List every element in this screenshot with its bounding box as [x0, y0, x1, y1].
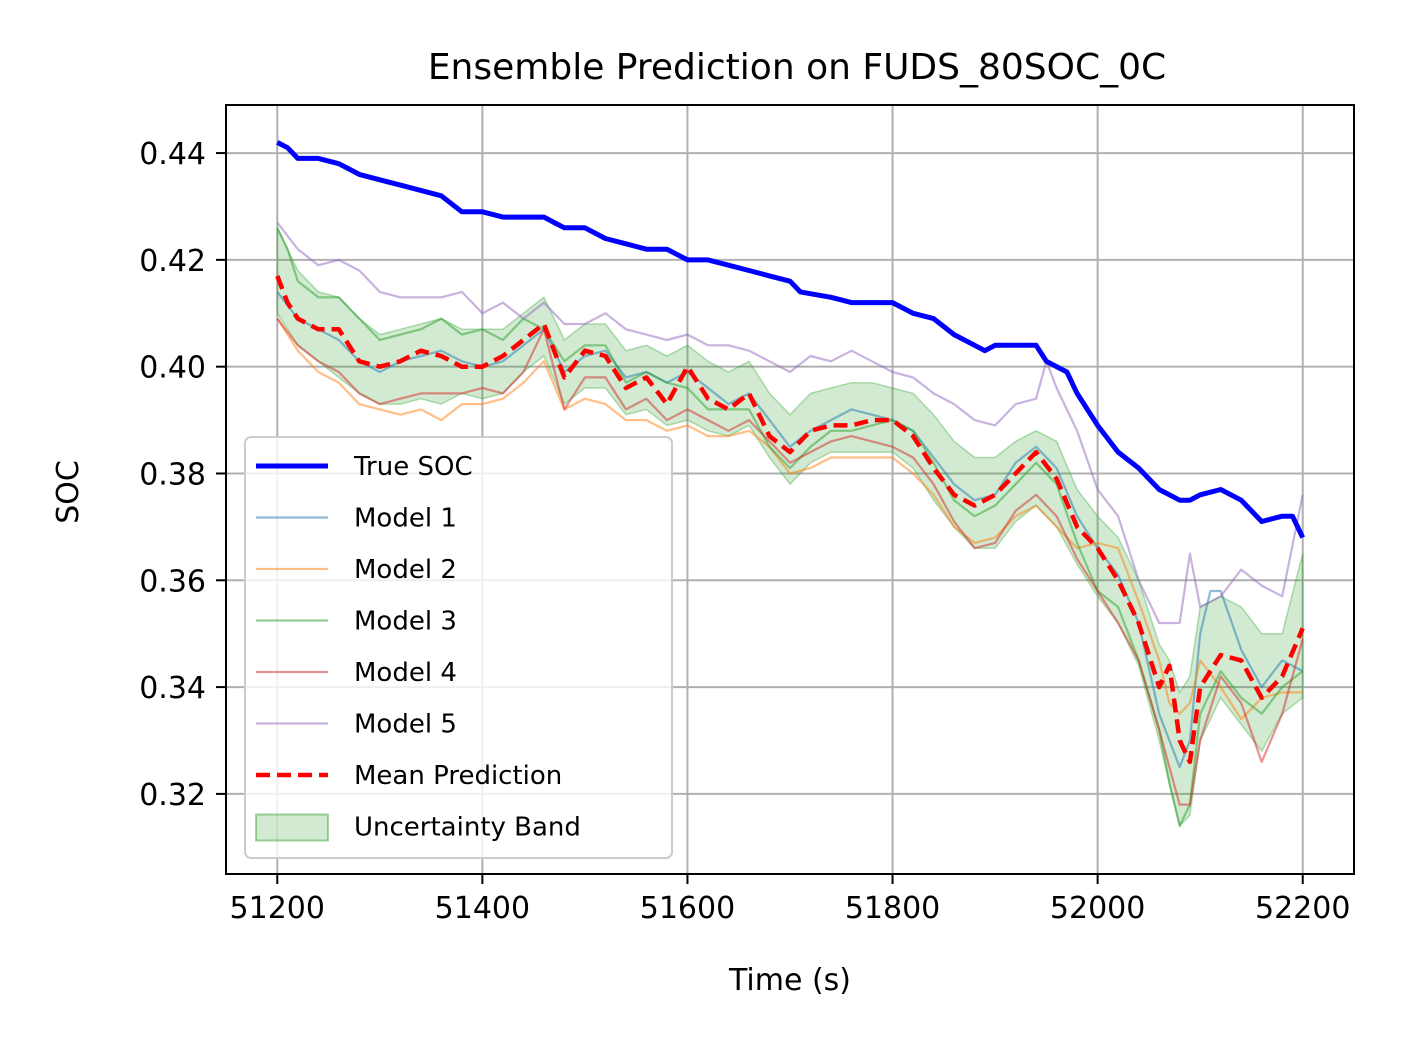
x-tick-label: 52000 — [1050, 891, 1145, 926]
series-line-mean-prediction — [275, 275, 1305, 765]
legend-label-model-2: Model 2 — [354, 555, 457, 585]
legend-label-model-5: Model 5 — [354, 710, 457, 740]
y-tick-label: 0.36 — [139, 564, 206, 599]
x-tick-label: 51200 — [230, 891, 325, 926]
y-tick-label: 0.44 — [139, 137, 206, 172]
x-axis-ticks: 51200 51400 51600 51800 52000 52200 — [230, 874, 1350, 926]
x-tick-label: 52200 — [1255, 891, 1350, 926]
x-axis-label: Time (s) — [728, 963, 851, 998]
legend-swatch-uncertainty-band — [255, 813, 329, 842]
y-tick-label: 0.42 — [139, 244, 206, 279]
series-line-model-2 — [276, 318, 1303, 721]
legend-label-uncertainty-band: Uncertainty Band — [354, 813, 581, 843]
y-axis-label: SOC — [51, 460, 86, 524]
x-tick-label: 51600 — [640, 891, 735, 926]
series-layer — [275, 140, 1305, 828]
y-tick-label: 0.38 — [139, 457, 206, 492]
y-tick-label: 0.40 — [139, 351, 206, 386]
y-axis-ticks: 0.32 0.34 0.36 0.38 0.40 0.42 0.44 — [139, 137, 226, 813]
y-tick-label: 0.34 — [139, 671, 206, 706]
x-tick-label: 51400 — [435, 891, 530, 926]
uncertainty-band-area — [276, 227, 1304, 828]
series-line-model-5 — [276, 221, 1304, 625]
band-layer — [276, 227, 1304, 828]
legend-label-model-1: Model 1 — [354, 504, 457, 534]
legend: True SOC Model 1 Model 2 Model 3 Model 4 Mode… — [244, 436, 673, 859]
legend-label-model-4: Model 4 — [354, 658, 457, 688]
legend-label-model-3: Model 3 — [354, 607, 457, 637]
series-line-model-4 — [276, 317, 1304, 806]
y-tick-label: 0.32 — [139, 778, 206, 813]
x-tick-label: 51800 — [845, 891, 940, 926]
series-line-model-1 — [276, 291, 1304, 769]
plot-area-frame — [225, 104, 1355, 875]
legend-label-true-soc: True SOC — [353, 452, 473, 482]
series-line-true-soc — [276, 140, 1305, 539]
chart-title: Ensemble Prediction on FUDS_80SOC_0C — [428, 47, 1166, 88]
legend-label-mean-prediction: Mean Prediction — [354, 761, 562, 791]
legend-box — [244, 436, 673, 859]
